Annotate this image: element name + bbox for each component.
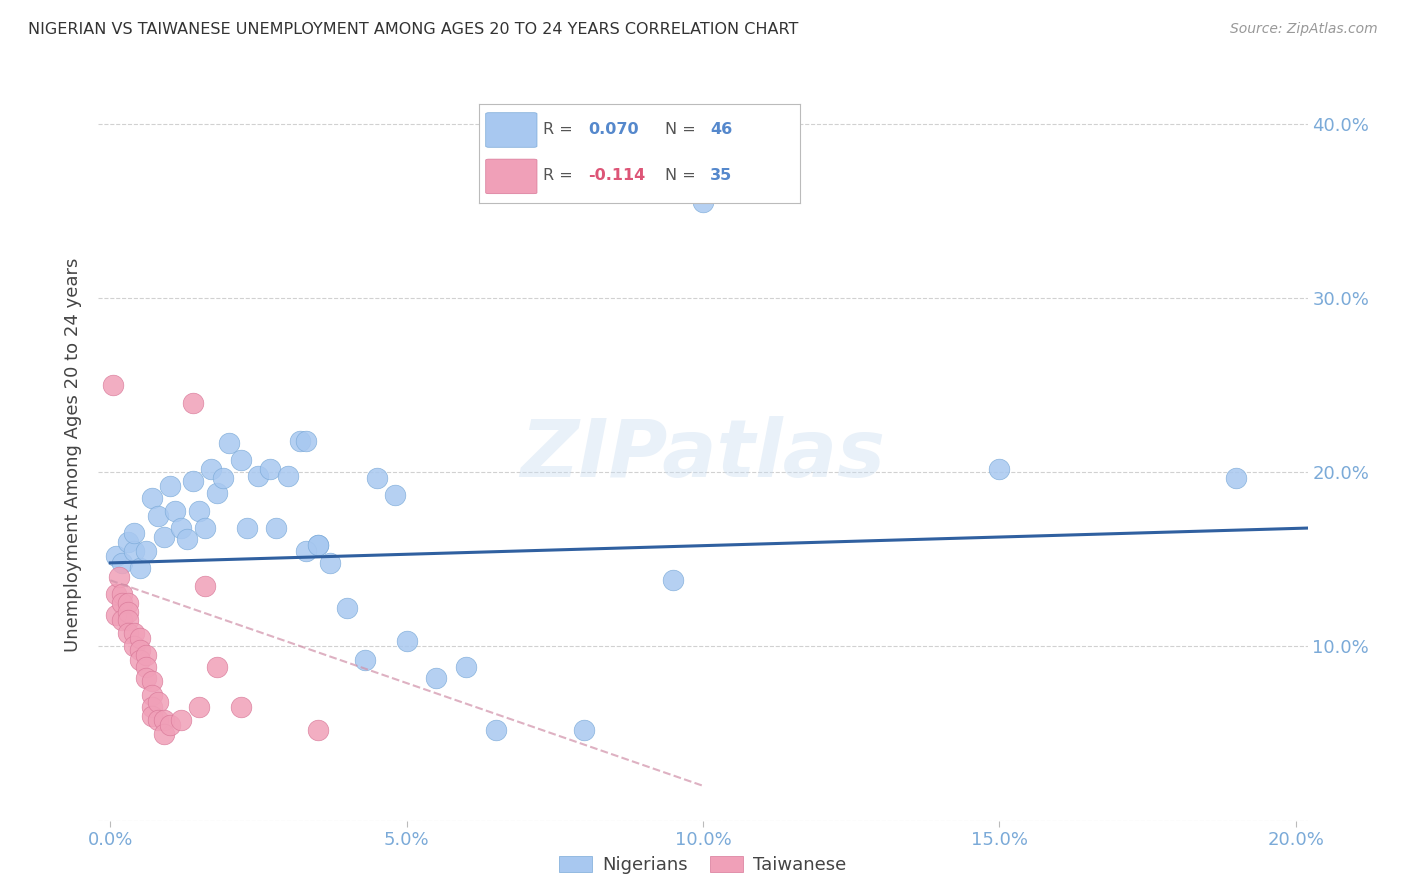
Text: Source: ZipAtlas.com: Source: ZipAtlas.com xyxy=(1230,22,1378,37)
Point xyxy=(129,561,152,575)
Point xyxy=(692,195,714,210)
Point xyxy=(111,596,134,610)
Point xyxy=(129,643,152,657)
Point xyxy=(484,723,506,737)
Point xyxy=(141,700,163,714)
Point xyxy=(307,539,329,553)
Point xyxy=(141,688,163,702)
Point xyxy=(159,479,181,493)
Point xyxy=(366,470,388,484)
Point xyxy=(117,613,139,627)
Point xyxy=(574,723,596,737)
Point xyxy=(152,713,174,727)
Point xyxy=(354,653,377,667)
Point xyxy=(229,700,252,714)
Point xyxy=(105,587,128,601)
Point xyxy=(264,521,287,535)
Point xyxy=(194,521,217,535)
Point xyxy=(135,660,157,674)
Point xyxy=(218,435,240,450)
Point xyxy=(108,570,131,584)
Point xyxy=(117,625,139,640)
Point xyxy=(229,453,252,467)
Point xyxy=(181,474,204,488)
Point xyxy=(152,726,174,740)
Point xyxy=(454,660,477,674)
Point xyxy=(117,535,139,549)
Point xyxy=(307,723,329,737)
Point xyxy=(146,713,169,727)
Point xyxy=(122,543,145,558)
Point xyxy=(194,578,217,592)
Point xyxy=(170,713,193,727)
Point xyxy=(135,671,157,685)
Point xyxy=(141,491,163,506)
Point xyxy=(188,700,211,714)
Point xyxy=(395,634,418,648)
Point xyxy=(165,503,187,517)
Legend: Nigerians, Taiwanese: Nigerians, Taiwanese xyxy=(553,848,853,881)
Point xyxy=(152,530,174,544)
Text: NIGERIAN VS TAIWANESE UNEMPLOYMENT AMONG AGES 20 TO 24 YEARS CORRELATION CHART: NIGERIAN VS TAIWANESE UNEMPLOYMENT AMONG… xyxy=(28,22,799,37)
Point xyxy=(205,486,228,500)
Point xyxy=(384,488,406,502)
Point xyxy=(105,549,128,563)
Point xyxy=(122,625,145,640)
Point xyxy=(146,508,169,523)
Point xyxy=(159,718,181,732)
Point xyxy=(259,462,281,476)
Point xyxy=(288,434,311,448)
Point xyxy=(205,660,228,674)
Y-axis label: Unemployment Among Ages 20 to 24 years: Unemployment Among Ages 20 to 24 years xyxy=(65,258,83,652)
Point xyxy=(129,631,152,645)
Point xyxy=(988,462,1011,476)
Point xyxy=(105,608,128,623)
Point xyxy=(181,395,204,409)
Point xyxy=(129,653,152,667)
Point xyxy=(235,521,257,535)
Point xyxy=(425,671,447,685)
Point xyxy=(170,521,193,535)
Point xyxy=(212,470,235,484)
Point xyxy=(141,674,163,689)
Point xyxy=(122,640,145,654)
Point xyxy=(295,543,318,558)
Point xyxy=(1225,470,1247,484)
Point xyxy=(146,695,169,709)
Point xyxy=(111,613,134,627)
Point xyxy=(662,574,685,588)
Point xyxy=(135,648,157,663)
Point xyxy=(111,587,134,601)
Point xyxy=(295,434,318,448)
Point xyxy=(188,503,211,517)
Point xyxy=(336,601,359,615)
Point xyxy=(200,462,222,476)
Point xyxy=(111,556,134,570)
Point xyxy=(103,378,125,392)
Point xyxy=(176,532,198,546)
Point xyxy=(141,709,163,723)
Point xyxy=(122,526,145,541)
Point xyxy=(247,468,270,483)
Point xyxy=(117,596,139,610)
Point xyxy=(307,539,329,553)
Point xyxy=(135,543,157,558)
Text: ZIPatlas: ZIPatlas xyxy=(520,416,886,494)
Point xyxy=(318,556,340,570)
Point xyxy=(277,468,299,483)
Point xyxy=(117,605,139,619)
